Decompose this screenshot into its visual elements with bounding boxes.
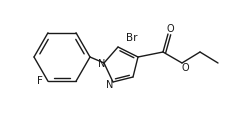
- Text: F: F: [37, 76, 43, 86]
- Text: N: N: [98, 59, 106, 69]
- Text: O: O: [181, 63, 189, 73]
- Text: O: O: [166, 24, 174, 34]
- Text: N: N: [106, 80, 114, 90]
- Text: Br: Br: [126, 33, 138, 43]
